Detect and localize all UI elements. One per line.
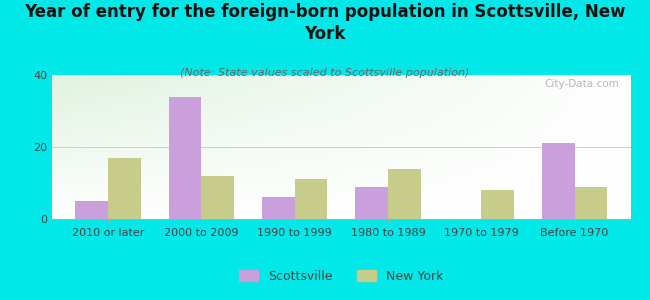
Text: Year of entry for the foreign-born population in Scottsville, New
York: Year of entry for the foreign-born popul… <box>24 3 626 43</box>
Bar <box>388 169 421 219</box>
Bar <box>262 197 294 219</box>
Bar <box>168 97 202 219</box>
Legend: Scottsville, New York: Scottsville, New York <box>234 265 448 288</box>
Bar <box>202 176 234 219</box>
Bar <box>575 187 607 219</box>
Bar <box>75 201 108 219</box>
Bar <box>294 179 327 219</box>
Text: City-Data.com: City-Data.com <box>544 79 619 89</box>
Bar <box>108 158 140 219</box>
Bar <box>356 187 388 219</box>
Bar <box>481 190 514 219</box>
Bar <box>542 143 575 219</box>
Text: (Note: State values scaled to Scottsville population): (Note: State values scaled to Scottsvill… <box>180 68 470 77</box>
